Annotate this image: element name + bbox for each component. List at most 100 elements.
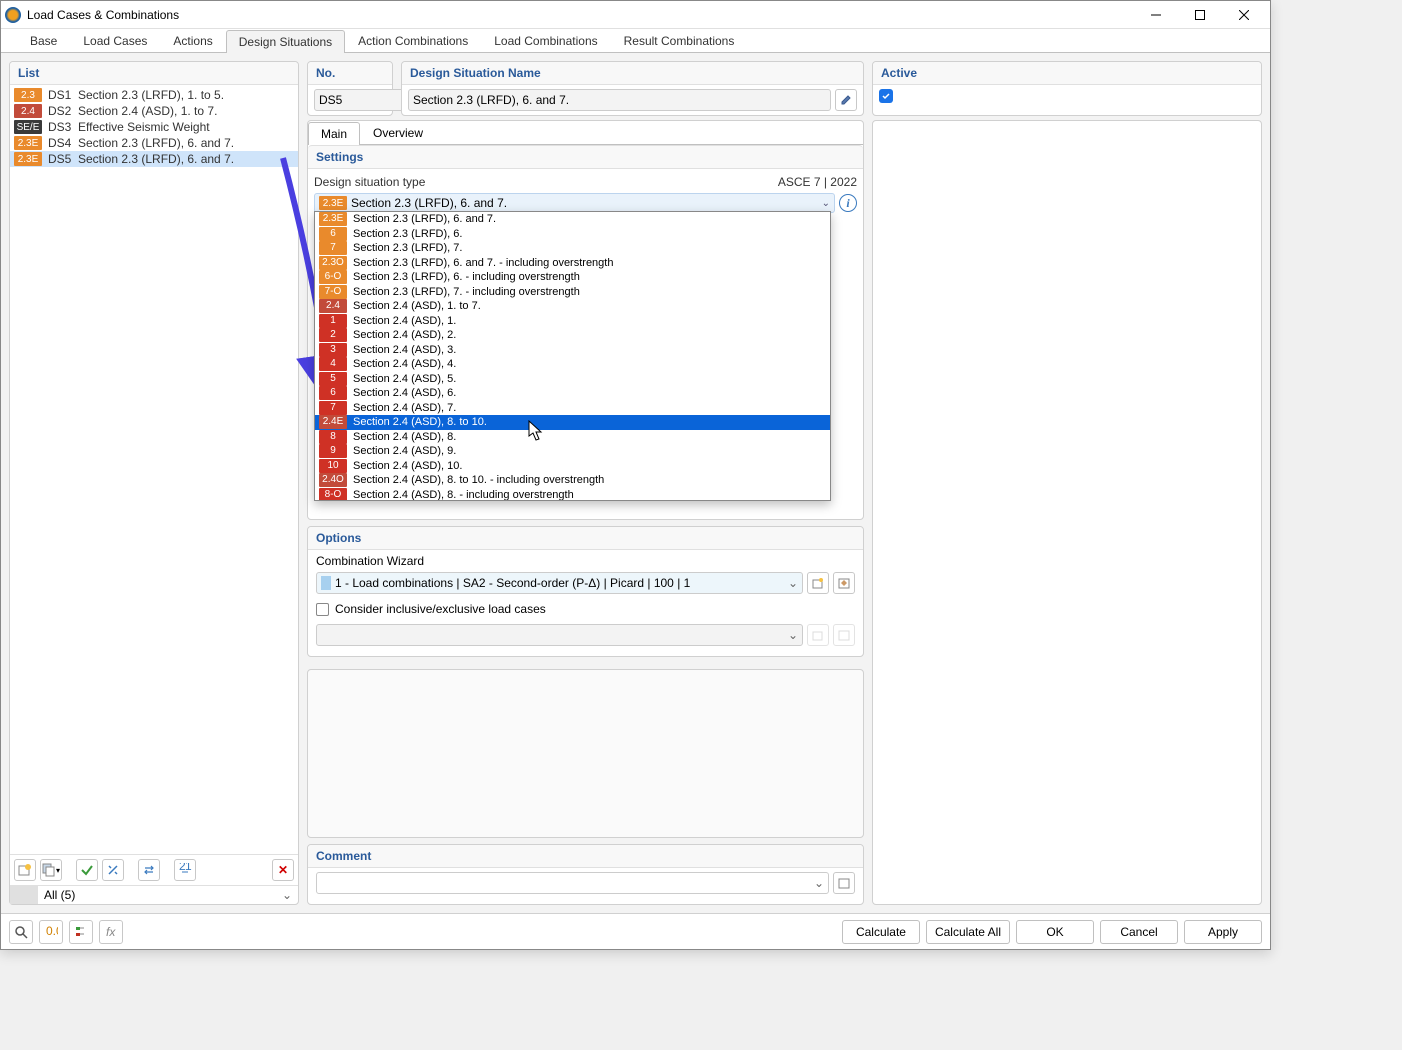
dropdown-tag: 4 xyxy=(319,357,347,371)
edit-name-icon[interactable] xyxy=(835,89,857,111)
dropdown-item[interactable]: 2.3ESection 2.3 (LRFD), 6. and 7. xyxy=(315,212,830,227)
tab-load-combinations[interactable]: Load Combinations xyxy=(481,29,610,52)
combo-wizard-label: Combination Wizard xyxy=(316,554,855,568)
chevron-down-icon: ⌄ xyxy=(788,576,798,590)
dropdown-tag: 7 xyxy=(319,401,347,415)
subtab-main[interactable]: Main xyxy=(308,122,360,145)
dropdown-tag: 2.3O xyxy=(319,256,347,270)
active-checkbox[interactable] xyxy=(879,89,893,103)
dropdown-tag: 7 xyxy=(319,241,347,255)
dropdown-text: Section 2.4 (ASD), 8. to 10. - including… xyxy=(353,473,604,488)
function-icon[interactable]: fx xyxy=(99,920,123,944)
situation-type-select[interactable]: 2.3E Section 2.3 (LRFD), 6. and 7. ⌄ xyxy=(314,193,835,213)
sort-icon[interactable]: 21 xyxy=(174,859,196,881)
list-item[interactable]: 2.3EDS4Section 2.3 (LRFD), 6. and 7. xyxy=(10,135,298,151)
close-button[interactable] xyxy=(1222,1,1266,29)
dropdown-item[interactable]: 2.4Section 2.4 (ASD), 1. to 7. xyxy=(315,299,830,314)
list-item[interactable]: 2.3DS1Section 2.3 (LRFD), 1. to 5. xyxy=(10,87,298,103)
dropdown-text: Section 2.4 (ASD), 7. xyxy=(353,401,456,416)
cancel-button[interactable]: Cancel xyxy=(1100,920,1178,944)
consider-edit-icon xyxy=(833,624,855,646)
list-tag: 2.3 xyxy=(14,88,42,102)
dropdown-item[interactable]: 2.3OSection 2.3 (LRFD), 6. and 7. - incl… xyxy=(315,256,830,271)
dropdown-item[interactable]: 8-OSection 2.4 (ASD), 8. - including ove… xyxy=(315,488,830,502)
main-tabs: BaseLoad CasesActionsDesign SituationsAc… xyxy=(1,29,1270,53)
minimize-button[interactable] xyxy=(1134,1,1178,29)
tab-action-combinations[interactable]: Action Combinations xyxy=(345,29,481,52)
dropdown-item[interactable]: 8Section 2.4 (ASD), 8. xyxy=(315,430,830,445)
filter-label: All (5) xyxy=(44,888,75,902)
combo-wizard-new-icon[interactable] xyxy=(807,572,829,594)
list-item[interactable]: 2.3EDS5Section 2.3 (LRFD), 6. and 7. xyxy=(10,151,298,167)
situation-type-dropdown[interactable]: 2.3ESection 2.3 (LRFD), 6. and 7.6Sectio… xyxy=(314,211,831,501)
comment-select[interactable]: ⌄ xyxy=(316,872,829,894)
dropdown-tag: 2.3E xyxy=(319,212,347,226)
dropdown-item[interactable]: 5Section 2.4 (ASD), 5. xyxy=(315,372,830,387)
delete-icon[interactable]: ✕ xyxy=(272,859,294,881)
calculate-all-button[interactable]: Calculate All xyxy=(926,920,1010,944)
maximize-button[interactable] xyxy=(1178,1,1222,29)
dropdown-item[interactable]: 6Section 2.4 (ASD), 6. xyxy=(315,386,830,401)
dropdown-text: Section 2.4 (ASD), 3. xyxy=(353,343,456,358)
dropdown-tag: 6-O xyxy=(319,270,347,284)
dropdown-item[interactable]: 7-OSection 2.3 (LRFD), 7. - including ov… xyxy=(315,285,830,300)
tab-actions[interactable]: Actions xyxy=(160,29,225,52)
sub-tabs: MainOverview xyxy=(308,121,863,145)
dropdown-tag: 2.4 xyxy=(319,299,347,313)
dropdown-item[interactable]: 7 Section 2.4 (ASD), 7. xyxy=(315,401,830,416)
situation-list: 2.3DS1Section 2.3 (LRFD), 1. to 5.2.4DS2… xyxy=(10,85,298,854)
list-item[interactable]: SE/EDS3Effective Seismic Weight xyxy=(10,119,298,135)
consider-select: ⌄ xyxy=(316,624,803,646)
units-icon[interactable]: 0.0 xyxy=(39,920,63,944)
subtab-overview[interactable]: Overview xyxy=(360,121,436,144)
new-icon[interactable] xyxy=(14,859,36,881)
dropdown-item[interactable]: 9Section 2.4 (ASD), 9. xyxy=(315,444,830,459)
active-header: Active xyxy=(873,62,1261,85)
standard-label: ASCE 7 | 2022 xyxy=(778,175,857,189)
comment-edit-icon[interactable] xyxy=(833,872,855,894)
dropdown-tag: 2 xyxy=(319,328,347,342)
dropdown-tag: 2.4O xyxy=(319,473,347,487)
tool-a-icon[interactable] xyxy=(102,859,124,881)
consider-checkbox[interactable] xyxy=(316,603,329,616)
list-id: DS4 xyxy=(48,136,72,150)
swap-icon[interactable] xyxy=(138,859,160,881)
tab-design-situations[interactable]: Design Situations xyxy=(226,30,345,53)
dropdown-tag: 6 xyxy=(319,386,347,400)
dropdown-item[interactable]: 1Section 2.4 (ASD), 1. xyxy=(315,314,830,329)
chevron-down-icon: ⌄ xyxy=(814,876,824,890)
apply-button[interactable]: Apply xyxy=(1184,920,1262,944)
dropdown-item[interactable]: 6-OSection 2.3 (LRFD), 6. - including ov… xyxy=(315,270,830,285)
check-icon[interactable] xyxy=(76,859,98,881)
no-header: No. xyxy=(308,62,392,85)
app-icon xyxy=(5,7,21,23)
tab-base[interactable]: Base xyxy=(17,29,70,52)
info-icon[interactable]: i xyxy=(839,194,857,212)
dropdown-item[interactable]: 2.4ESection 2.4 (ASD), 8. to 10. xyxy=(315,415,830,430)
type-label: Design situation type xyxy=(314,175,425,189)
dropdown-item[interactable]: 7Section 2.3 (LRFD), 7. xyxy=(315,241,830,256)
dropdown-tag: 5 xyxy=(319,372,347,386)
dropdown-text: Section 2.4 (ASD), 8. to 10. xyxy=(353,415,487,430)
tab-result-combinations[interactable]: Result Combinations xyxy=(611,29,748,52)
search-icon[interactable] xyxy=(9,920,33,944)
dropdown-item[interactable]: 2.4O Section 2.4 (ASD), 8. to 10. - inclu… xyxy=(315,473,830,488)
tree-icon[interactable] xyxy=(69,920,93,944)
combo-wizard-edit-icon[interactable] xyxy=(833,572,855,594)
dropdown-item[interactable]: 3Section 2.4 (ASD), 3. xyxy=(315,343,830,358)
dropdown-item[interactable]: 6Section 2.3 (LRFD), 6. xyxy=(315,227,830,242)
copy-icon[interactable]: ▾ xyxy=(40,859,62,881)
name-input[interactable] xyxy=(408,89,831,111)
calculate-button[interactable]: Calculate xyxy=(842,920,920,944)
dropdown-item[interactable]: 2Section 2.4 (ASD), 2. xyxy=(315,328,830,343)
list-item[interactable]: 2.4DS2Section 2.4 (ASD), 1. to 7. xyxy=(10,103,298,119)
tab-load-cases[interactable]: Load Cases xyxy=(70,29,160,52)
dropdown-item[interactable]: 10Section 2.4 (ASD), 10. xyxy=(315,459,830,474)
list-label: Section 2.3 (LRFD), 6. and 7. xyxy=(78,136,234,150)
combo-wizard-select[interactable]: 1 - Load combinations | SA2 - Second-ord… xyxy=(316,572,803,594)
dropdown-text: Section 2.3 (LRFD), 6. xyxy=(353,227,462,242)
ok-button[interactable]: OK xyxy=(1016,920,1094,944)
dropdown-tag: 8 xyxy=(319,430,347,444)
dropdown-item[interactable]: 4Section 2.4 (ASD), 4. xyxy=(315,357,830,372)
filter-select[interactable]: All (5) ⌄ xyxy=(38,886,298,904)
